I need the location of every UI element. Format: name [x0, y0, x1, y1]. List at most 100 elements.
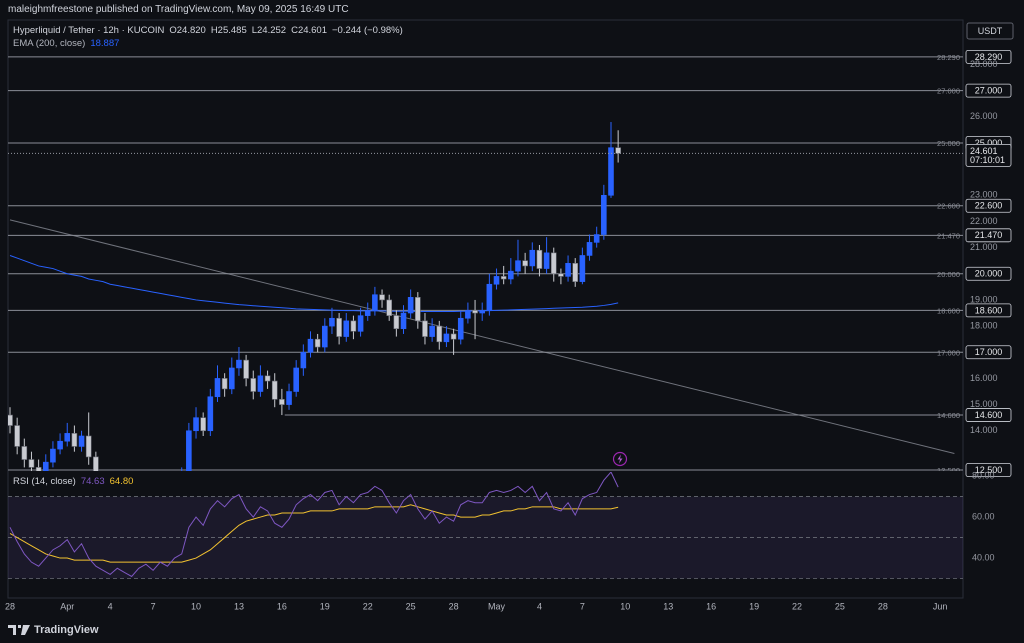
candle-body — [558, 273, 564, 277]
candle-body — [50, 448, 56, 463]
candle-body — [357, 315, 364, 332]
candle-body — [214, 378, 221, 398]
candle-body — [236, 359, 242, 369]
ema-value: 18.887 — [90, 38, 120, 49]
rsi-legend: RSI (14, close) 74.63 64.80 — [13, 476, 133, 487]
y-tick-label: 22.000 — [970, 216, 998, 226]
candle-body — [364, 310, 371, 316]
x-tick-label: 19 — [320, 601, 330, 611]
candle-body — [200, 417, 206, 432]
candle-body — [615, 147, 621, 154]
y-tick-label: 19.000 — [970, 294, 998, 304]
candle-body — [35, 467, 42, 471]
candle-body — [350, 320, 357, 332]
candle-body — [400, 312, 407, 330]
level-box — [965, 463, 1012, 477]
rsi-tick-label: 80.00 — [972, 470, 995, 480]
rsi-line — [9, 472, 619, 578]
candle-body — [250, 378, 257, 392]
rsi-panel — [8, 472, 963, 579]
x-tick-label: 28 — [878, 601, 888, 611]
level-box — [965, 228, 1012, 243]
candle-body — [508, 270, 514, 280]
candle-body — [300, 351, 307, 369]
last-price-label: 24.601 — [970, 146, 998, 156]
brand: TradingView — [34, 624, 99, 636]
level-box-label: 20.000 — [975, 269, 1003, 279]
candle-body — [457, 317, 464, 340]
candle-body — [529, 249, 536, 267]
x-tick-label: 4 — [537, 601, 542, 611]
level-label: 17.000 — [937, 348, 960, 357]
candle-body — [493, 276, 500, 285]
rsi-title: RSI (14, close) — [13, 476, 76, 487]
x-tick-label: 4 — [108, 601, 113, 611]
candle-body — [21, 446, 28, 460]
candle-body — [429, 325, 435, 337]
level-box-label: 28.290 — [975, 52, 1003, 62]
candle-body — [314, 338, 321, 348]
y-tick-label: 16.000 — [970, 373, 998, 383]
candle-body — [71, 433, 78, 447]
level-box — [965, 408, 1012, 422]
x-tick-label: 28 — [5, 601, 15, 611]
level-box-label: 27.000 — [975, 86, 1003, 96]
publisher-line: maleighmfreestone published on TradingVi… — [8, 4, 349, 15]
candle-body — [393, 315, 400, 330]
level-label: 25.000 — [937, 139, 960, 148]
candle-body — [279, 399, 285, 405]
candle-body — [486, 283, 493, 311]
currency-box — [966, 22, 1014, 40]
candle-body — [500, 276, 507, 280]
ohlc-open: O24.820 — [169, 25, 206, 36]
candle-body — [579, 255, 586, 282]
candle-body — [422, 320, 428, 337]
candle-body — [257, 375, 264, 392]
candle-body — [543, 252, 550, 269]
axes: 28.290 27.000 25.000 22.600 21.470 20.000 18.6… — [5, 49, 1012, 611]
candle-body — [515, 260, 521, 272]
candle-body — [42, 461, 49, 471]
ema-line — [9, 255, 619, 312]
x-tick-label: 13 — [234, 601, 244, 611]
candle-body — [186, 430, 192, 471]
countdown-label: 07:10:01 — [970, 155, 1005, 165]
x-tick-label: 28 — [449, 601, 459, 611]
level-box-label: 21.470 — [975, 230, 1003, 240]
x-tick-label: 16 — [277, 601, 287, 611]
level-box-label: 25.000 — [975, 138, 1003, 148]
x-tick-label: 7 — [151, 601, 156, 611]
y-tick-label: 23.000 — [970, 190, 998, 200]
candle-body — [565, 263, 571, 277]
rsi-value: 74.63 — [80, 476, 105, 487]
level-box-label: 17.000 — [975, 347, 1003, 357]
x-tick-label: 22 — [363, 601, 373, 611]
level-label: 22.600 — [937, 202, 960, 211]
candle-body — [329, 317, 335, 327]
level-box-label: 12.500 — [975, 465, 1003, 475]
price-panel: 28.290 27.000 25.000 22.600 21.470 20.000 18.6… — [8, 53, 963, 471]
symbol-title: Hyperliquid / Tether · 12h · KUCOIN — [13, 25, 165, 36]
candle-body — [593, 234, 600, 243]
candle-body — [472, 310, 478, 314]
level-box — [965, 345, 1012, 360]
x-tick-label: 7 — [580, 601, 585, 611]
y-tick-label: 18.000 — [970, 320, 998, 330]
footer: TradingView — [8, 624, 99, 636]
candle-body — [443, 333, 450, 343]
candle-body — [479, 310, 486, 314]
ema-legend: EMA (200, close) 18.887 — [13, 38, 119, 49]
y-tick-label: 15.000 — [970, 399, 998, 409]
candle-body — [28, 459, 35, 468]
candle-body — [436, 325, 443, 343]
candle-body — [78, 435, 85, 447]
level-label: 27.000 — [937, 87, 960, 96]
candle-body — [465, 310, 471, 319]
x-tick-label: Jun — [933, 601, 948, 611]
last-price-box — [965, 144, 1012, 167]
ohlc-close: C24.601 — [291, 25, 327, 36]
level-box — [965, 83, 1012, 98]
candle-body — [407, 297, 414, 314]
candle-body — [572, 263, 579, 282]
candle-body — [207, 396, 214, 432]
